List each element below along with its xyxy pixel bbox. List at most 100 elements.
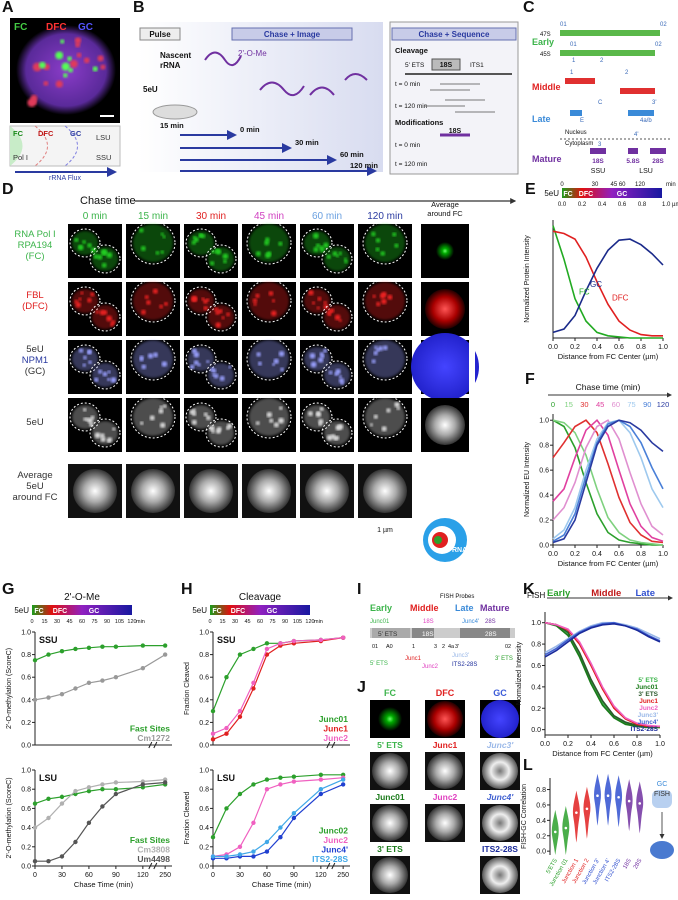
sequence-panel (389, 21, 519, 175)
x-tick-label: 120 (315, 872, 327, 879)
legend-entry: 30 (580, 400, 588, 409)
y-tick-label: 0.0 (21, 864, 31, 871)
label: Late (532, 114, 551, 124)
legend-entry: Junc2 (639, 705, 658, 712)
x-tick-label: 60 (263, 872, 271, 879)
y-tick-label: 1.0 (21, 630, 31, 637)
spot (373, 414, 378, 419)
spot (310, 361, 317, 368)
y-tick-label: 0.0 (539, 543, 549, 550)
label: GC (493, 688, 507, 698)
label: 5' ETS (370, 661, 388, 667)
label: 120 (127, 619, 136, 625)
spot (201, 233, 206, 239)
panel-letter: G (2, 581, 14, 598)
rna-diagram (434, 536, 442, 544)
panel-letter: B (133, 0, 145, 16)
spot (149, 415, 155, 421)
spot (78, 244, 84, 251)
spot (159, 422, 166, 428)
label: 3' (652, 100, 656, 106)
label: Early (370, 603, 392, 613)
point (291, 638, 297, 644)
colorbar (32, 605, 132, 615)
series-line (34, 654, 166, 701)
outline (69, 402, 101, 432)
point (318, 787, 324, 792)
spot (344, 259, 348, 264)
label: Junc01 (375, 792, 405, 802)
label: 105 (115, 619, 124, 625)
y-tick-label: 0.0 (531, 727, 541, 734)
label: Average (17, 470, 52, 481)
point (73, 839, 78, 845)
label: SSU (96, 153, 111, 162)
y-tick-label: 0.6 (21, 675, 31, 682)
outline (130, 221, 176, 265)
x-tick-label: 0 (211, 872, 215, 879)
label: 3 (434, 644, 437, 650)
label: 18S (440, 62, 453, 69)
spot (343, 257, 347, 261)
spot (271, 299, 276, 303)
point (264, 646, 270, 652)
axis-break (148, 741, 158, 749)
spot (381, 291, 387, 298)
spot (101, 250, 108, 256)
stage-label: Middle (591, 588, 621, 599)
spot (219, 375, 225, 381)
label: 15 (41, 619, 47, 625)
label: (GC) (25, 366, 46, 377)
x-tick-label: 0.4 (592, 344, 602, 351)
legend-entry: Cm3808 (137, 845, 170, 855)
diagram-box (9, 125, 121, 167)
spot (268, 291, 274, 296)
axis-break (326, 741, 336, 749)
label: 18S (592, 158, 604, 165)
x-tick-label: 0.8 (636, 551, 646, 558)
label: 0 min (83, 211, 107, 222)
average-spot (425, 405, 465, 445)
nucleus (304, 347, 330, 371)
label: t = 0 min (395, 81, 420, 88)
point (264, 849, 270, 854)
spot (215, 322, 221, 328)
label: Middle (532, 82, 561, 92)
spot (101, 262, 107, 268)
label: 0 (208, 619, 211, 625)
average-spot (372, 857, 408, 893)
spot (374, 345, 378, 350)
outline (205, 302, 237, 332)
nucleus (133, 224, 173, 262)
spot (102, 371, 108, 377)
spot (215, 310, 220, 315)
label: FC (384, 688, 396, 698)
outline (89, 360, 121, 390)
point (210, 835, 216, 840)
spot (270, 310, 277, 317)
spot (94, 432, 101, 439)
y-axis-label: 2'-O-methylation (ScoreC) (6, 777, 13, 858)
legend-entry: Fast Sites (130, 835, 170, 845)
x-tick-label: 0.0 (548, 344, 558, 351)
y-tick-label: 0.2 (531, 706, 541, 713)
label: 60 (79, 619, 85, 625)
point (224, 806, 229, 811)
legend-entry: Um4498 (137, 854, 170, 864)
spot (326, 434, 333, 441)
x-axis-label: Distance from FC Center (µm) (552, 749, 653, 758)
legend-entry: Junc1 (639, 698, 658, 705)
y-tick-label: 1.0 (199, 768, 209, 775)
spot (68, 67, 74, 73)
spot (209, 425, 215, 432)
label: Chase + Sequence (419, 30, 490, 39)
x-tick-label: 250 (337, 872, 349, 879)
spot (97, 55, 104, 62)
x-tick-label: 30 (236, 872, 244, 879)
spot (106, 252, 113, 259)
label: Cleavage (239, 592, 282, 603)
legend-entry: Fast Sites (130, 724, 170, 734)
spot (162, 235, 166, 239)
label: ITS1 (470, 62, 484, 69)
label: Late (455, 603, 474, 613)
